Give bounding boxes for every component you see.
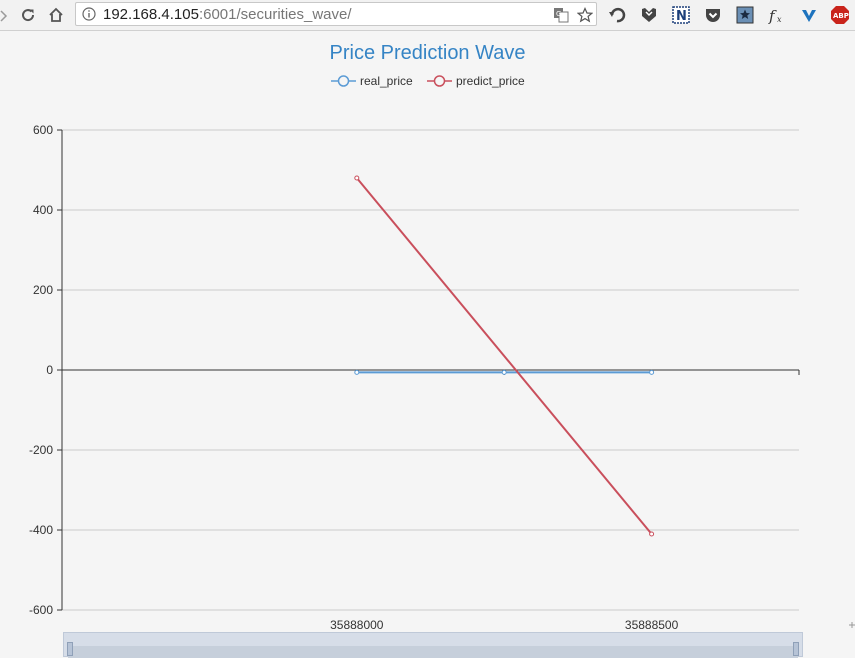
y-tick-label: -400	[29, 523, 53, 537]
forward-arrow-icon[interactable]	[0, 9, 8, 22]
svg-text:f: f	[768, 7, 777, 24]
y-tick-label: -200	[29, 443, 53, 457]
shield-extension-icon[interactable]	[638, 4, 660, 26]
n-extension-label: N	[676, 9, 687, 24]
home-icon	[49, 7, 63, 22]
data-point-predict-price	[354, 175, 360, 181]
url-host: 192.168.4.105	[103, 6, 199, 23]
svg-text:x: x	[777, 15, 782, 24]
x-tick-label: 35888500	[625, 618, 679, 632]
home-button[interactable]	[44, 3, 68, 27]
adblock-icon[interactable]: ABP	[829, 4, 851, 26]
data-point-real-price	[649, 369, 655, 375]
undo-extension-icon[interactable]	[606, 4, 628, 26]
reload-icon	[22, 9, 35, 22]
legend-real-price-icon	[331, 75, 356, 87]
data-point-real-price	[501, 369, 507, 375]
series-line-predict-price	[356, 177, 653, 535]
info-icon[interactable]	[82, 7, 96, 21]
y-tick-label: 0	[46, 363, 53, 377]
legend-real-price-label: real_price	[360, 74, 413, 88]
data-zoom-track[interactable]	[68, 646, 798, 658]
v-extension-icon[interactable]	[798, 4, 820, 26]
y-tick-label: 400	[33, 203, 53, 217]
svg-text:G: G	[556, 10, 561, 18]
x-tick-label: 35888000	[330, 618, 384, 632]
data-zoom-slider[interactable]	[63, 632, 803, 658]
url-path: :6001/securities_wave/	[198, 6, 352, 23]
data-point-real-price	[354, 369, 360, 375]
data-point-predict-price	[649, 531, 655, 537]
y-tick-label: 600	[33, 123, 53, 137]
star-box-icon[interactable]	[734, 4, 756, 26]
zoom-handle-left[interactable]	[67, 642, 73, 656]
legend-item-real-price[interactable]: real_price	[331, 73, 413, 89]
url-text: 192.168.4.105:6001/securities_wave/	[103, 6, 352, 23]
adblock-label: ABP	[833, 12, 849, 20]
browser-toolbar: 192.168.4.105:6001/securities_wave/ G N …	[0, 0, 855, 31]
zoom-handle-right[interactable]	[793, 642, 799, 656]
legend-predict-price-label: predict_price	[456, 74, 525, 88]
translate-icon[interactable]: G	[552, 6, 570, 24]
n-extension-icon[interactable]: N	[670, 4, 692, 26]
legend-item-predict-price[interactable]: predict_price	[427, 73, 525, 89]
y-tick-label: -600	[29, 603, 53, 617]
legend-predict-price-icon	[427, 75, 452, 87]
resize-grip-icon	[849, 622, 855, 628]
pocket-icon[interactable]	[702, 4, 724, 26]
chart-title: Price Prediction Wave	[329, 42, 526, 64]
y-tick-label: 200	[33, 283, 53, 297]
address-bar[interactable]: 192.168.4.105:6001/securities_wave/ G	[75, 2, 597, 26]
reload-button[interactable]	[16, 3, 40, 27]
bookmark-star-icon[interactable]	[576, 6, 594, 24]
